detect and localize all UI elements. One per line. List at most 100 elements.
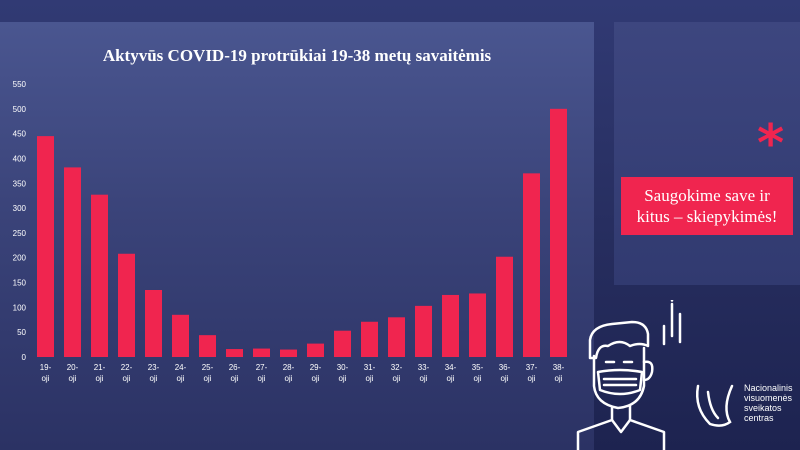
bars <box>37 108 567 358</box>
nvsc-logo-icon <box>696 384 734 427</box>
x-tick-label-line: oji <box>446 374 454 383</box>
x-tick-label: 29- oji <box>310 363 322 383</box>
side-panel <box>614 22 800 285</box>
logo-line-3: sveikatos <box>744 403 782 413</box>
bar <box>199 335 216 357</box>
x-tick-label: 23- oji <box>148 363 160 383</box>
x-tick-label-line: 35- <box>472 363 484 372</box>
bar <box>334 330 351 357</box>
y-tick-label: 100 <box>13 303 27 312</box>
x-tick-label: 21- oji <box>94 363 106 383</box>
x-tick-label-line: 23- <box>148 363 160 372</box>
y-tick-label: 150 <box>13 279 27 288</box>
x-tick-label-line: oji <box>500 374 508 383</box>
logo-line-4: centras <box>744 413 774 423</box>
x-tick-label: 31- oji <box>364 363 376 383</box>
bar <box>550 108 567 358</box>
x-tick-label-line: oji <box>527 374 535 383</box>
bar <box>226 349 243 357</box>
x-tick-label: 28- oji <box>283 363 295 383</box>
y-tick-label: 450 <box>13 130 27 139</box>
y-tick-label: 0 <box>22 353 27 362</box>
x-tick-label-line: 33- <box>418 363 430 372</box>
bar <box>91 194 108 357</box>
y-tick-label: 550 <box>13 80 27 89</box>
x-tick-label: 36- oji <box>499 363 511 383</box>
x-tick-label-line: 37- <box>526 363 538 372</box>
chart-title: Aktyvūs COVID-19 protrūkiai 19-38 metų s… <box>102 46 492 65</box>
bar <box>469 293 486 357</box>
bar <box>118 253 135 357</box>
x-tick-label-line: oji <box>311 374 319 383</box>
y-tick-label: 500 <box>13 105 27 114</box>
x-tick-label-line: 31- <box>364 363 376 372</box>
y-tick-label: 50 <box>17 328 26 337</box>
masked-person-icon <box>576 300 682 450</box>
x-tick-label-line: 24- <box>175 363 187 372</box>
x-tick-label-line: 20- <box>67 363 79 372</box>
x-tick-label-line: 22- <box>121 363 133 372</box>
x-tick-label-line: 26- <box>229 363 241 372</box>
x-tick-label-line: oji <box>392 374 400 383</box>
x-tick-label-line: oji <box>419 374 427 383</box>
x-tick-label: 38- oji <box>553 363 565 383</box>
bar <box>523 173 540 357</box>
y-tick-label: 300 <box>13 204 27 213</box>
x-axis: 19- oji 20- oji 21- oji 22- oji 23- oji 24- oji 25- o… <box>40 363 565 383</box>
y-tick-label: 350 <box>13 179 27 188</box>
y-tick-label: 200 <box>13 254 27 263</box>
y-tick-label: 250 <box>13 229 27 238</box>
x-tick-label-line: 21- <box>94 363 106 372</box>
x-tick-label: 34- oji <box>445 363 457 383</box>
logo-text: Nacionalinis visuomenės sveikatos centra… <box>744 383 793 423</box>
x-tick-label: 26- oji <box>229 363 241 383</box>
x-tick-label-line: 30- <box>337 363 349 372</box>
x-tick-label-line: oji <box>41 374 49 383</box>
x-tick-label-line: oji <box>554 374 562 383</box>
bar <box>37 136 54 357</box>
bar <box>280 349 297 357</box>
x-tick-label-line: oji <box>284 374 292 383</box>
y-tick-label: 400 <box>13 154 27 163</box>
x-tick-label-line: oji <box>68 374 76 383</box>
x-tick-label-line: 29- <box>310 363 322 372</box>
bar <box>496 256 513 357</box>
x-tick-label: 19- oji <box>40 363 52 383</box>
x-tick-label-line: 27- <box>256 363 268 372</box>
x-tick-label-line: 38- <box>553 363 565 372</box>
x-tick-label-line: oji <box>365 374 373 383</box>
x-tick-label: 20- oji <box>67 363 79 383</box>
x-tick-label-line: 28- <box>283 363 295 372</box>
bar <box>307 343 324 357</box>
logo-line-1: Nacionalinis <box>744 383 793 393</box>
x-tick-label: 35- oji <box>472 363 484 383</box>
bar <box>64 167 81 357</box>
x-tick-label-line: 36- <box>499 363 511 372</box>
message-banner: Saugokime save ir kitus – skiepykimės! <box>621 177 793 235</box>
x-tick-label-line: oji <box>203 374 211 383</box>
x-tick-label: 30- oji <box>337 363 349 383</box>
bar <box>442 294 459 357</box>
x-tick-label: 25- oji <box>202 363 214 383</box>
x-tick-label-line: oji <box>122 374 130 383</box>
y-axis: 0 50 100 150 200 250 300 350 400 450 500 550 <box>13 80 27 362</box>
x-tick-label: 22- oji <box>121 363 133 383</box>
x-tick-label-line: 19- <box>40 363 52 372</box>
x-tick-label: 27- oji <box>256 363 268 383</box>
bar <box>145 289 162 357</box>
message-line-1: Saugokime save ir <box>644 186 770 205</box>
x-tick-label-line: 32- <box>391 363 403 372</box>
x-tick-label: 24- oji <box>175 363 187 383</box>
asterisk-icon: * <box>757 114 785 174</box>
x-tick-label-line: 34- <box>445 363 457 372</box>
bar-chart: 0 50 100 150 200 250 300 350 400 450 500 550 19- oji… <box>13 80 567 383</box>
x-tick-label-line: oji <box>257 374 265 383</box>
x-tick-label-line: oji <box>230 374 238 383</box>
x-tick-label: 33- oji <box>418 363 430 383</box>
message-line-2: kitus – skiepykimės! <box>636 207 778 226</box>
x-tick-label: 37- oji <box>526 363 538 383</box>
x-tick-label-line: 25- <box>202 363 214 372</box>
x-tick-label-line: oji <box>338 374 346 383</box>
bar <box>361 321 378 357</box>
x-tick-label-line: oji <box>473 374 481 383</box>
